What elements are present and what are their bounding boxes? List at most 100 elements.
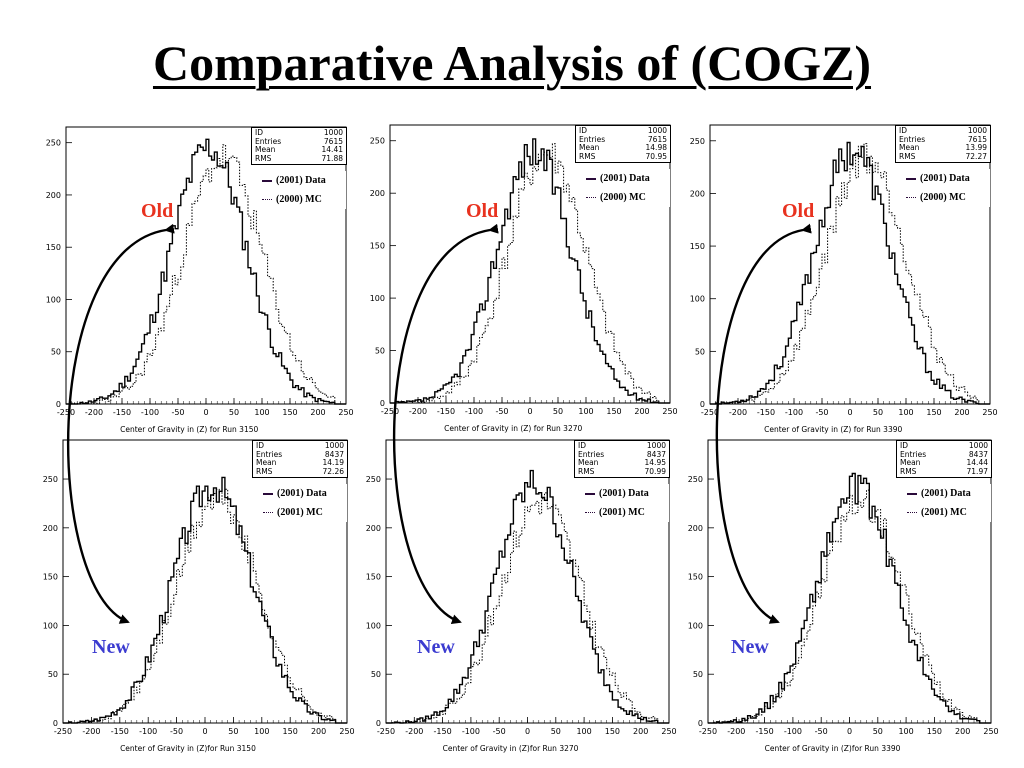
legend-label: (2001) MC bbox=[277, 507, 323, 518]
x-tick-label: -100 bbox=[462, 727, 480, 736]
x-tick-label: 200 bbox=[634, 407, 649, 416]
legend-label: (2001) MC bbox=[599, 507, 645, 518]
solid-line-swatch bbox=[906, 177, 916, 180]
x-axis-label: Center of Gravity in (Z) for Run 3390 bbox=[764, 425, 902, 434]
legend-item: (2001) Data bbox=[585, 484, 669, 503]
stats-key: Mean bbox=[256, 458, 277, 467]
stats-box: ID 1000 Entries 8437 Mean 14.95 RMS 70.99 bbox=[574, 440, 670, 478]
legend: (2001) Data (2000) MC bbox=[906, 169, 990, 207]
stats-row: Mean 14.98 bbox=[579, 143, 667, 153]
y-tick-label: 200 bbox=[366, 524, 381, 533]
stats-row: Mean 14.44 bbox=[900, 458, 988, 468]
x-tick-label: 250 bbox=[982, 408, 997, 417]
stats-value: 1000 bbox=[647, 126, 667, 135]
stats-value: 71.88 bbox=[321, 153, 343, 163]
solid-line-swatch bbox=[262, 179, 272, 182]
x-tick-label: 250 bbox=[661, 727, 676, 736]
x-tick-label: -250 bbox=[54, 727, 72, 736]
x-tick-label: 50 bbox=[873, 408, 883, 417]
y-tick-label: 50 bbox=[371, 670, 381, 679]
stats-value: 70.95 bbox=[645, 151, 667, 161]
y-tick-label: 250 bbox=[370, 137, 385, 146]
x-tick-label: -100 bbox=[784, 727, 802, 736]
y-tick-label: 250 bbox=[46, 139, 61, 148]
stats-value: 14.95 bbox=[644, 458, 666, 467]
y-tick-label: 100 bbox=[366, 621, 381, 630]
y-tick-label: 200 bbox=[43, 524, 58, 533]
y-tick-label: 150 bbox=[690, 242, 705, 251]
stats-value: 1000 bbox=[646, 441, 666, 450]
legend-item: (2001) Data bbox=[906, 169, 990, 188]
y-tick-label: 250 bbox=[366, 475, 381, 484]
stats-row: RMS 70.95 bbox=[579, 151, 667, 162]
dotted-line-swatch bbox=[907, 512, 917, 513]
series-mc bbox=[63, 488, 347, 724]
stats-row: RMS 72.26 bbox=[256, 466, 344, 477]
x-tick-label: 150 bbox=[282, 408, 297, 417]
stats-row: Mean 13.99 bbox=[899, 143, 987, 153]
stats-row: ID 1000 bbox=[256, 441, 344, 451]
x-tick-label: 250 bbox=[983, 727, 998, 736]
stats-key: RMS bbox=[579, 151, 596, 161]
stats-key: RMS bbox=[900, 466, 917, 476]
dotted-line-swatch bbox=[262, 199, 272, 200]
old-label: Old bbox=[466, 200, 499, 222]
legend-item: (2001) Data bbox=[586, 169, 670, 188]
stats-value: 1000 bbox=[323, 128, 343, 137]
new-label: New bbox=[731, 636, 769, 658]
stats-box: ID 1000 Entries 8437 Mean 14.19 RMS 72.26 bbox=[252, 440, 348, 478]
stats-value: 7615 bbox=[967, 134, 987, 144]
stats-key: Entries bbox=[899, 134, 926, 144]
dotted-line-swatch bbox=[586, 197, 596, 198]
stats-key: Mean bbox=[579, 143, 600, 152]
x-tick-label: 50 bbox=[229, 408, 239, 417]
x-tick-label: 50 bbox=[873, 727, 883, 736]
legend: (2001) Data (2001) MC bbox=[585, 484, 669, 522]
x-tick-label: 150 bbox=[605, 727, 620, 736]
legend-label: (2000) MC bbox=[600, 192, 646, 203]
legend-label: (2001) Data bbox=[599, 488, 649, 499]
y-tick-label: 100 bbox=[370, 294, 385, 303]
x-axis-label: Center of Gravity in (Z)for Run 3390 bbox=[765, 744, 901, 753]
legend-item: (2001) MC bbox=[263, 503, 347, 522]
y-tick-label: 50 bbox=[48, 670, 58, 679]
stats-key: ID bbox=[256, 441, 264, 450]
y-tick-label: 150 bbox=[688, 573, 703, 582]
stats-key: RMS bbox=[256, 466, 273, 476]
y-tick-label: 200 bbox=[688, 524, 703, 533]
x-tick-label: -200 bbox=[82, 727, 100, 736]
stats-key: Entries bbox=[900, 449, 927, 459]
dotted-line-swatch bbox=[263, 512, 273, 513]
legend-item: (2001) Data bbox=[263, 484, 347, 503]
stats-row: Entries 7615 bbox=[579, 134, 667, 145]
x-tick-label: 100 bbox=[576, 727, 591, 736]
legend-item: (2000) MC bbox=[262, 190, 346, 209]
old-label: Old bbox=[782, 200, 815, 222]
x-tick-label: 150 bbox=[606, 407, 621, 416]
x-tick-label: -150 bbox=[756, 727, 774, 736]
x-tick-label: 150 bbox=[283, 727, 298, 736]
y-tick-label: 100 bbox=[43, 621, 58, 630]
x-tick-label: 100 bbox=[578, 407, 593, 416]
x-axis-label: Center of Gravity in (Z)for Run 3270 bbox=[443, 744, 579, 753]
series-data bbox=[386, 469, 669, 724]
x-tick-label: 100 bbox=[898, 408, 913, 417]
x-tick-label: -250 bbox=[699, 727, 717, 736]
stats-key: Entries bbox=[579, 134, 606, 144]
x-tick-label: 150 bbox=[926, 408, 941, 417]
stats-row: ID 1000 bbox=[900, 441, 988, 451]
x-tick-label: -250 bbox=[381, 407, 399, 416]
new-label: New bbox=[417, 636, 455, 658]
stats-key: ID bbox=[900, 441, 908, 450]
x-tick-label: -50 bbox=[170, 727, 183, 736]
legend-label: (2001) Data bbox=[276, 175, 326, 186]
legend-label: (2001) MC bbox=[921, 507, 967, 518]
x-tick-label: 100 bbox=[254, 408, 269, 417]
x-tick-label: 200 bbox=[955, 727, 970, 736]
x-tick-label: -50 bbox=[493, 727, 506, 736]
x-tick-label: 200 bbox=[954, 408, 969, 417]
new-label: New bbox=[92, 636, 130, 658]
solid-line-swatch bbox=[263, 492, 273, 495]
stats-row: ID 1000 bbox=[578, 441, 666, 451]
